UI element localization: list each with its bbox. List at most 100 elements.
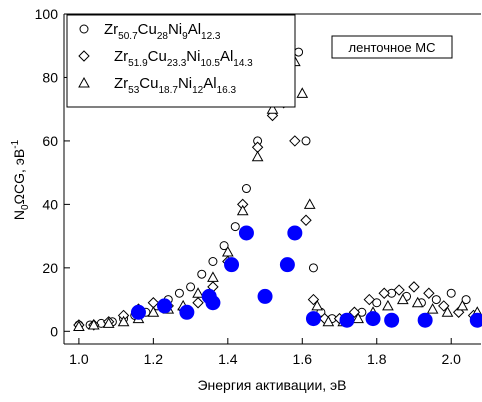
point: [365, 311, 381, 327]
point: [417, 312, 433, 328]
point: [289, 135, 301, 147]
legend-label: Zr50.7Cu28Ni9Al12.3: [104, 21, 221, 42]
point: [130, 304, 146, 320]
legend-label-part: Zr: [104, 21, 118, 38]
legend-label-part: 23.3: [167, 58, 187, 69]
point: [296, 87, 309, 98]
point: [469, 312, 482, 328]
point: [73, 320, 85, 332]
point: [393, 284, 405, 296]
point: [266, 103, 279, 114]
legend-label-part: 12.3: [201, 31, 221, 42]
legend-marker: [78, 76, 90, 88]
legend-label-part: Ni: [178, 75, 192, 92]
legend-label-part: 12: [192, 85, 204, 96]
point: [205, 295, 221, 311]
legend-label-part: 10.5: [200, 58, 220, 69]
point: [411, 296, 424, 308]
y-tick-label: 100: [35, 6, 59, 22]
legend-label-part: Ni: [186, 48, 200, 65]
point: [186, 282, 196, 292]
x-tick-label: 1.6: [293, 351, 313, 367]
point: [384, 312, 400, 328]
x-tick-label: 1.0: [69, 351, 89, 367]
annotation: ленточное МС: [349, 40, 436, 55]
y-label-part: ΩCG, эВ: [11, 149, 27, 205]
point: [192, 287, 204, 298]
point: [241, 184, 251, 194]
y-tick-label: 40: [42, 196, 58, 212]
y-tick-label: 80: [42, 69, 58, 85]
point: [179, 304, 195, 320]
point: [408, 281, 420, 293]
point: [352, 312, 364, 324]
legend-label-part: 28: [157, 31, 169, 42]
x-tick-label: 2.0: [441, 351, 461, 367]
point: [238, 225, 254, 241]
point: [147, 306, 160, 317]
point: [117, 315, 130, 327]
legend-label-part: Zr: [114, 75, 128, 92]
legend-label-part: 9: [182, 31, 188, 42]
point: [452, 306, 465, 318]
series: [130, 225, 482, 328]
point: [461, 295, 471, 305]
point: [197, 269, 207, 279]
point: [257, 288, 273, 304]
legend-entry: Zr53Cu18.7Ni12Al16.3: [78, 75, 237, 96]
point: [87, 318, 100, 330]
point: [305, 311, 321, 327]
x-tick-label: 1.2: [144, 351, 164, 367]
point: [308, 263, 318, 273]
legend-label-part: Ni: [168, 21, 182, 38]
point: [294, 47, 304, 57]
point: [300, 214, 312, 226]
point: [382, 299, 394, 311]
x-tick-label: 1.4: [218, 351, 238, 367]
legend-entry: Zr50.7Cu28Ni9Al12.3: [79, 21, 221, 42]
legend-entry: Zr51.9Cu23.3Ni10.5Al14.3: [78, 48, 253, 69]
point: [431, 295, 441, 305]
legend-label-part: Al: [188, 21, 201, 38]
x-tick-label: 1.8: [367, 351, 387, 367]
y-tick-label: 20: [42, 260, 58, 276]
legend-marker: [78, 50, 90, 62]
point: [378, 287, 390, 299]
point: [426, 303, 439, 314]
point: [372, 298, 382, 308]
point: [219, 241, 229, 251]
point: [266, 109, 279, 122]
legend-label-part: Cu: [139, 75, 158, 92]
legend-label-part: Al: [220, 48, 233, 65]
point: [301, 136, 311, 146]
point: [287, 225, 303, 241]
point: [208, 257, 218, 266]
series: [73, 97, 480, 331]
legend-label-part: Cu: [138, 21, 157, 38]
point: [322, 315, 335, 327]
legend-label-part: 53: [128, 85, 140, 96]
point: [224, 257, 240, 273]
point: [456, 299, 469, 311]
point: [102, 317, 115, 328]
y-label-part: 0: [20, 204, 31, 210]
point: [303, 198, 316, 209]
point: [174, 288, 184, 298]
point: [221, 245, 234, 257]
point: [279, 257, 295, 273]
point: [363, 293, 376, 306]
legend-label-part: 16.3: [217, 85, 237, 96]
x-axis-label: Энергия активации, эВ: [197, 377, 346, 393]
point: [207, 271, 219, 282]
y-tick-label: 60: [42, 133, 58, 149]
legend-label-part: 51.9: [128, 58, 148, 69]
annotation-box: [331, 35, 453, 59]
point: [236, 204, 249, 216]
point: [157, 298, 173, 314]
point: [396, 293, 409, 305]
legend-label-part: 18.7: [158, 85, 178, 96]
legend-label-part: 50.7: [118, 31, 138, 42]
series: [73, 55, 482, 332]
point: [307, 293, 320, 306]
